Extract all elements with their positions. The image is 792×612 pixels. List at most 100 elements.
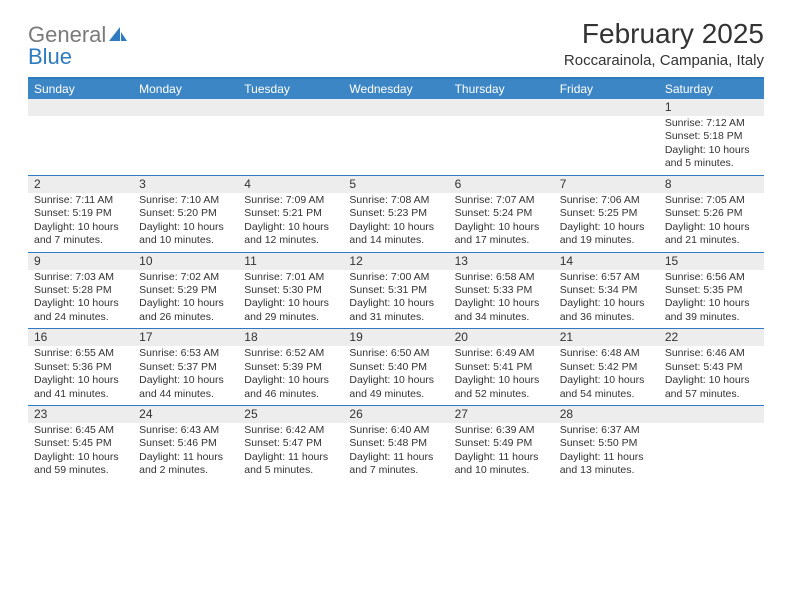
day-number: 22	[659, 329, 764, 346]
week-row: 1Sunrise: 7:12 AMSunset: 5:18 PMDaylight…	[28, 99, 764, 175]
day-line: Daylight: 10 hours and 24 minutes.	[34, 297, 127, 324]
day-number: 8	[659, 176, 764, 193]
day-line: Sunset: 5:26 PM	[665, 207, 758, 220]
weekday-label: Tuesday	[238, 79, 343, 99]
day-number	[343, 99, 448, 116]
day-number: 10	[133, 253, 238, 270]
day-line: Sunset: 5:20 PM	[139, 207, 232, 220]
title-block: February 2025 Roccarainola, Campania, It…	[564, 18, 764, 69]
day-line: Daylight: 10 hours and 41 minutes.	[34, 374, 127, 401]
week-row: 16171819202122Sunrise: 6:55 AMSunset: 5:…	[28, 328, 764, 405]
day-number: 17	[133, 329, 238, 346]
day-line: Sunset: 5:31 PM	[349, 284, 442, 297]
day-line: Sunrise: 7:00 AM	[349, 271, 442, 284]
day-line: Sunset: 5:37 PM	[139, 361, 232, 374]
day-number: 4	[238, 176, 343, 193]
day-line: Daylight: 10 hours and 14 minutes.	[349, 221, 442, 248]
day-line: Sunrise: 7:05 AM	[665, 194, 758, 207]
day-body: Sunrise: 6:55 AMSunset: 5:36 PMDaylight:…	[28, 346, 133, 405]
day-line: Sunset: 5:49 PM	[455, 437, 548, 450]
day-body: Sunrise: 6:39 AMSunset: 5:49 PMDaylight:…	[449, 423, 554, 482]
logo-text-blue: Blue	[28, 44, 72, 69]
day-line: Daylight: 10 hours and 21 minutes.	[665, 221, 758, 248]
day-line: Sunset: 5:41 PM	[455, 361, 548, 374]
day-line: Sunrise: 6:53 AM	[139, 347, 232, 360]
day-number	[28, 99, 133, 116]
day-line: Daylight: 10 hours and 26 minutes.	[139, 297, 232, 324]
weekday-label: Saturday	[659, 79, 764, 99]
day-body: Sunrise: 6:45 AMSunset: 5:45 PMDaylight:…	[28, 423, 133, 482]
day-line: Sunrise: 7:06 AM	[560, 194, 653, 207]
day-number: 12	[343, 253, 448, 270]
day-line: Daylight: 10 hours and 54 minutes.	[560, 374, 653, 401]
day-line: Daylight: 10 hours and 36 minutes.	[560, 297, 653, 324]
day-line: Daylight: 11 hours and 10 minutes.	[455, 451, 548, 478]
day-line: Sunrise: 6:48 AM	[560, 347, 653, 360]
day-line: Sunrise: 7:01 AM	[244, 271, 337, 284]
day-number: 13	[449, 253, 554, 270]
day-line: Daylight: 11 hours and 5 minutes.	[244, 451, 337, 478]
day-line: Sunrise: 6:46 AM	[665, 347, 758, 360]
day-number: 28	[554, 406, 659, 423]
day-body: Sunrise: 7:03 AMSunset: 5:28 PMDaylight:…	[28, 270, 133, 329]
weekday-label: Friday	[554, 79, 659, 99]
day-line: Daylight: 10 hours and 7 minutes.	[34, 221, 127, 248]
day-line: Sunset: 5:46 PM	[139, 437, 232, 450]
day-body: Sunrise: 7:00 AMSunset: 5:31 PMDaylight:…	[343, 270, 448, 329]
day-line: Daylight: 10 hours and 52 minutes.	[455, 374, 548, 401]
day-line: Daylight: 10 hours and 5 minutes.	[665, 144, 758, 171]
day-body: Sunrise: 6:48 AMSunset: 5:42 PMDaylight:…	[554, 346, 659, 405]
day-line: Sunrise: 6:49 AM	[455, 347, 548, 360]
day-line: Sunrise: 6:42 AM	[244, 424, 337, 437]
day-number: 26	[343, 406, 448, 423]
day-number: 25	[238, 406, 343, 423]
day-line: Sunrise: 6:40 AM	[349, 424, 442, 437]
day-line: Daylight: 10 hours and 10 minutes.	[139, 221, 232, 248]
day-number	[554, 99, 659, 116]
day-line: Daylight: 10 hours and 39 minutes.	[665, 297, 758, 324]
day-line: Sunset: 5:42 PM	[560, 361, 653, 374]
day-line: Sunrise: 6:45 AM	[34, 424, 127, 437]
day-line: Sunrise: 7:10 AM	[139, 194, 232, 207]
day-line: Daylight: 10 hours and 46 minutes.	[244, 374, 337, 401]
weekday-label: Wednesday	[343, 79, 448, 99]
day-line: Sunset: 5:18 PM	[665, 130, 758, 143]
day-number: 16	[28, 329, 133, 346]
day-body	[343, 116, 448, 175]
weekday-header-row: Sunday Monday Tuesday Wednesday Thursday…	[28, 79, 764, 99]
day-line: Sunrise: 6:39 AM	[455, 424, 548, 437]
week-row: 9101112131415Sunrise: 7:03 AMSunset: 5:2…	[28, 252, 764, 329]
calendar-page: General Blue February 2025 Roccarainola,…	[0, 0, 792, 500]
day-body: Sunrise: 7:07 AMSunset: 5:24 PMDaylight:…	[449, 193, 554, 252]
day-number: 2	[28, 176, 133, 193]
day-line: Sunset: 5:30 PM	[244, 284, 337, 297]
day-body	[554, 116, 659, 175]
day-line: Sunset: 5:43 PM	[665, 361, 758, 374]
day-line: Daylight: 10 hours and 44 minutes.	[139, 374, 232, 401]
day-line: Daylight: 10 hours and 34 minutes.	[455, 297, 548, 324]
day-line: Sunset: 5:45 PM	[34, 437, 127, 450]
day-line: Sunset: 5:24 PM	[455, 207, 548, 220]
weeks-container: 1Sunrise: 7:12 AMSunset: 5:18 PMDaylight…	[28, 99, 764, 482]
day-line: Sunset: 5:19 PM	[34, 207, 127, 220]
day-number: 18	[238, 329, 343, 346]
day-line: Sunset: 5:40 PM	[349, 361, 442, 374]
day-number: 11	[238, 253, 343, 270]
day-line: Sunrise: 6:43 AM	[139, 424, 232, 437]
day-body: Sunrise: 6:43 AMSunset: 5:46 PMDaylight:…	[133, 423, 238, 482]
day-line: Sunset: 5:50 PM	[560, 437, 653, 450]
day-line: Daylight: 11 hours and 13 minutes.	[560, 451, 653, 478]
month-title: February 2025	[564, 18, 764, 50]
brand-logo: General Blue	[28, 18, 128, 68]
day-line: Sunrise: 7:09 AM	[244, 194, 337, 207]
day-line: Sunrise: 6:58 AM	[455, 271, 548, 284]
day-line: Sunset: 5:47 PM	[244, 437, 337, 450]
day-body: Sunrise: 7:01 AMSunset: 5:30 PMDaylight:…	[238, 270, 343, 329]
weekday-label: Thursday	[449, 79, 554, 99]
day-body: Sunrise: 6:49 AMSunset: 5:41 PMDaylight:…	[449, 346, 554, 405]
day-number	[659, 406, 764, 423]
day-line: Sunset: 5:33 PM	[455, 284, 548, 297]
day-body	[238, 116, 343, 175]
day-line: Daylight: 10 hours and 17 minutes.	[455, 221, 548, 248]
day-body	[659, 423, 764, 482]
